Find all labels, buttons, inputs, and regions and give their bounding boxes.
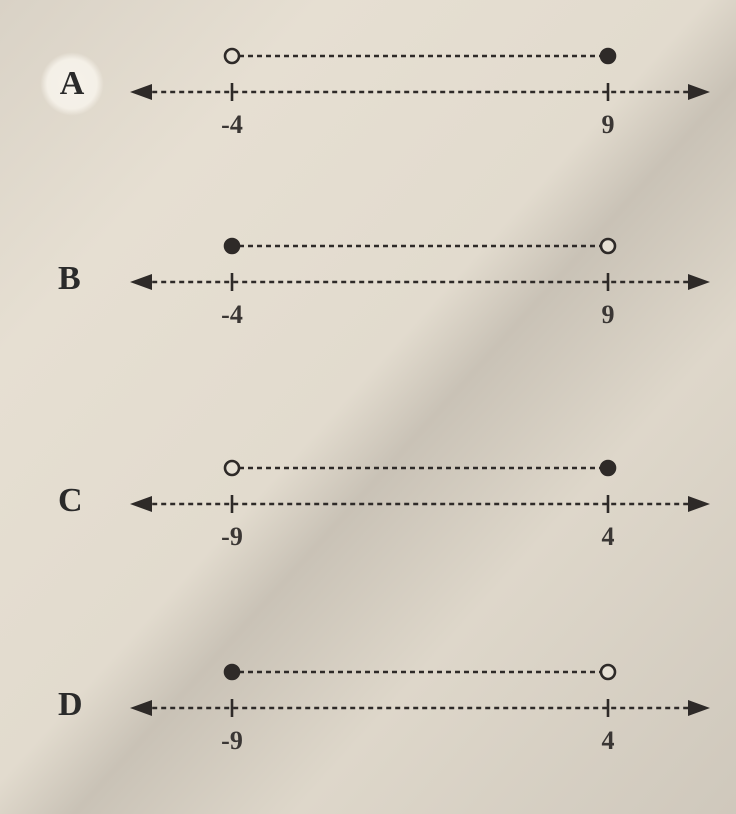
arrow-right-icon: [688, 700, 710, 716]
tick-label-left: -9: [212, 726, 252, 756]
arrow-left-icon: [130, 700, 152, 716]
closed-endpoint-left-icon: [225, 665, 239, 679]
tick-label-right: 4: [588, 726, 628, 756]
number-line-options: A-49B-49C-94D-94: [0, 0, 736, 814]
open-endpoint-right-icon: [601, 665, 615, 679]
option-d: D-94: [0, 0, 736, 814]
number-line-svg: [0, 0, 736, 814]
